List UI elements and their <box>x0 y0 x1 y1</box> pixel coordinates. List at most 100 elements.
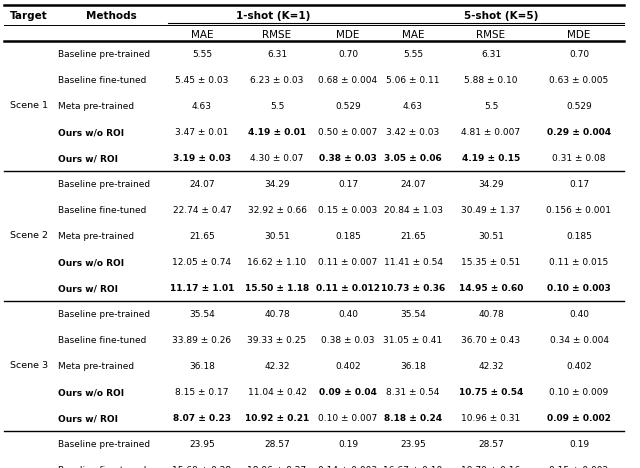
Text: Scene 3: Scene 3 <box>10 361 48 371</box>
Text: 33.89 ± 0.26: 33.89 ± 0.26 <box>172 336 232 345</box>
Text: 16.67 ± 0.10: 16.67 ± 0.10 <box>383 466 443 468</box>
Text: 4.63: 4.63 <box>192 102 212 111</box>
Text: MAE: MAE <box>402 29 424 40</box>
Text: 4.63: 4.63 <box>403 102 423 111</box>
Text: 0.11 ± 0.015: 0.11 ± 0.015 <box>549 258 609 267</box>
Text: 0.11 ± 0.012: 0.11 ± 0.012 <box>316 284 380 293</box>
Text: Baseline pre-trained: Baseline pre-trained <box>58 440 150 449</box>
Text: 0.17: 0.17 <box>338 180 358 189</box>
Text: 23.95: 23.95 <box>189 440 215 449</box>
Text: 0.19: 0.19 <box>569 440 589 449</box>
Text: 14.95 ± 0.60: 14.95 ± 0.60 <box>459 284 523 293</box>
Text: 5.88 ± 0.10: 5.88 ± 0.10 <box>464 76 518 85</box>
Text: Ours w/o ROI: Ours w/o ROI <box>58 128 124 137</box>
Text: 6.23 ± 0.03: 6.23 ± 0.03 <box>250 76 304 85</box>
Text: 28.57: 28.57 <box>478 440 504 449</box>
Text: Ours w/o ROI: Ours w/o ROI <box>58 258 124 267</box>
Text: 4.19 ± 0.15: 4.19 ± 0.15 <box>462 154 520 163</box>
Text: 0.70: 0.70 <box>338 50 358 59</box>
Text: 0.14 ± 0.003: 0.14 ± 0.003 <box>319 466 378 468</box>
Text: 0.10 ± 0.007: 0.10 ± 0.007 <box>318 414 378 423</box>
Text: 8.15 ± 0.17: 8.15 ± 0.17 <box>175 388 228 397</box>
Text: 3.19 ± 0.03: 3.19 ± 0.03 <box>173 154 231 163</box>
Text: 3.47 ± 0.01: 3.47 ± 0.01 <box>175 128 228 137</box>
Text: 0.15 ± 0.002: 0.15 ± 0.002 <box>549 466 609 468</box>
Text: 42.32: 42.32 <box>264 362 290 371</box>
Text: 0.40: 0.40 <box>569 310 589 319</box>
Text: Meta pre-trained: Meta pre-trained <box>58 232 134 241</box>
Text: Target: Target <box>10 11 48 21</box>
Text: Baseline pre-trained: Baseline pre-trained <box>58 180 150 189</box>
Text: 3.42 ± 0.03: 3.42 ± 0.03 <box>387 128 440 137</box>
Text: 0.09 ± 0.04: 0.09 ± 0.04 <box>319 388 377 397</box>
Text: 0.68 ± 0.004: 0.68 ± 0.004 <box>319 76 378 85</box>
Text: 34.29: 34.29 <box>264 180 290 189</box>
Text: 42.32: 42.32 <box>478 362 504 371</box>
Text: 8.31 ± 0.54: 8.31 ± 0.54 <box>387 388 440 397</box>
Text: 28.57: 28.57 <box>264 440 290 449</box>
Text: Ours w/ ROI: Ours w/ ROI <box>58 414 118 423</box>
Text: 0.09 ± 0.002: 0.09 ± 0.002 <box>547 414 611 423</box>
Text: 15.69 ± 0.28: 15.69 ± 0.28 <box>172 466 232 468</box>
Text: 15.35 ± 0.51: 15.35 ± 0.51 <box>461 258 520 267</box>
Text: 5.5: 5.5 <box>270 102 284 111</box>
Text: MAE: MAE <box>191 29 213 40</box>
Text: 0.19: 0.19 <box>338 440 358 449</box>
Text: 3.05 ± 0.06: 3.05 ± 0.06 <box>384 154 442 163</box>
Text: Methods: Methods <box>86 11 136 21</box>
Text: 0.185: 0.185 <box>335 232 361 241</box>
Text: 32.92 ± 0.66: 32.92 ± 0.66 <box>248 206 307 215</box>
Text: Baseline pre-trained: Baseline pre-trained <box>58 50 150 59</box>
Text: 0.529: 0.529 <box>566 102 592 111</box>
Text: Baseline pre-trained: Baseline pre-trained <box>58 310 150 319</box>
Text: 35.54: 35.54 <box>400 310 426 319</box>
Text: 0.402: 0.402 <box>335 362 361 371</box>
Text: 6.31: 6.31 <box>267 50 287 59</box>
Text: 11.41 ± 0.54: 11.41 ± 0.54 <box>383 258 442 267</box>
Text: Meta pre-trained: Meta pre-trained <box>58 102 134 111</box>
Text: 0.38 ± 0.03: 0.38 ± 0.03 <box>321 336 375 345</box>
Text: 6.31: 6.31 <box>481 50 501 59</box>
Text: 0.40: 0.40 <box>338 310 358 319</box>
Text: MDE: MDE <box>336 29 360 40</box>
Text: 5.55: 5.55 <box>403 50 423 59</box>
Text: Scene 1: Scene 1 <box>10 102 48 110</box>
Text: 0.17: 0.17 <box>569 180 589 189</box>
Text: 0.185: 0.185 <box>566 232 592 241</box>
Text: 5.55: 5.55 <box>192 50 212 59</box>
Text: 0.29 ± 0.004: 0.29 ± 0.004 <box>547 128 611 137</box>
Text: 19.70 ± 0.16: 19.70 ± 0.16 <box>461 466 520 468</box>
Text: Scene 2: Scene 2 <box>10 232 48 241</box>
Text: Ours w/ ROI: Ours w/ ROI <box>58 284 118 293</box>
Text: 36.18: 36.18 <box>189 362 215 371</box>
Text: 10.73 ± 0.36: 10.73 ± 0.36 <box>381 284 445 293</box>
Text: 24.07: 24.07 <box>189 180 215 189</box>
Text: 16.62 ± 1.10: 16.62 ± 1.10 <box>248 258 307 267</box>
Text: 0.70: 0.70 <box>569 50 589 59</box>
Text: Ours w/o ROI: Ours w/o ROI <box>58 388 124 397</box>
Text: 8.07 ± 0.23: 8.07 ± 0.23 <box>173 414 231 423</box>
Text: 35.54: 35.54 <box>189 310 215 319</box>
Text: 8.18 ± 0.24: 8.18 ± 0.24 <box>384 414 442 423</box>
Text: 24.07: 24.07 <box>400 180 426 189</box>
Text: 0.402: 0.402 <box>566 362 592 371</box>
Text: 0.15 ± 0.003: 0.15 ± 0.003 <box>318 206 378 215</box>
Text: MDE: MDE <box>567 29 591 40</box>
Text: 0.63 ± 0.005: 0.63 ± 0.005 <box>549 76 609 85</box>
Text: 5.45 ± 0.03: 5.45 ± 0.03 <box>175 76 228 85</box>
Text: 10.92 ± 0.21: 10.92 ± 0.21 <box>245 414 309 423</box>
Text: 40.78: 40.78 <box>264 310 290 319</box>
Text: 12.05 ± 0.74: 12.05 ± 0.74 <box>173 258 232 267</box>
Text: 10.96 ± 0.31: 10.96 ± 0.31 <box>461 414 520 423</box>
Text: Baseline fine-tuned: Baseline fine-tuned <box>58 466 147 468</box>
Text: 15.50 ± 1.18: 15.50 ± 1.18 <box>245 284 309 293</box>
Text: 0.50 ± 0.007: 0.50 ± 0.007 <box>318 128 378 137</box>
Text: 34.29: 34.29 <box>478 180 504 189</box>
Text: 10.75 ± 0.54: 10.75 ± 0.54 <box>459 388 523 397</box>
Text: 4.30 ± 0.07: 4.30 ± 0.07 <box>250 154 304 163</box>
Text: 0.10 ± 0.009: 0.10 ± 0.009 <box>549 388 609 397</box>
Text: 23.95: 23.95 <box>400 440 426 449</box>
Text: Baseline fine-tuned: Baseline fine-tuned <box>58 336 147 345</box>
Text: 5.5: 5.5 <box>484 102 498 111</box>
Text: 39.33 ± 0.25: 39.33 ± 0.25 <box>248 336 307 345</box>
